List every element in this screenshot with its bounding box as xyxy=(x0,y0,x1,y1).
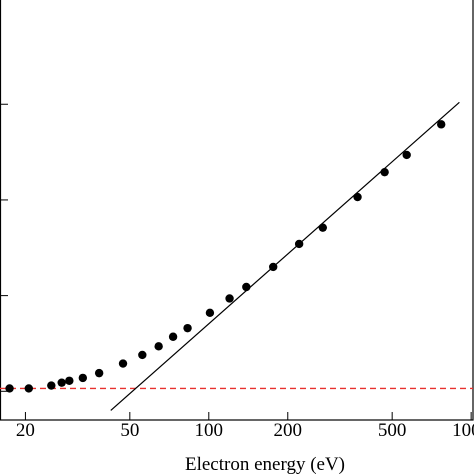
data-point xyxy=(154,342,163,351)
data-point xyxy=(118,359,128,368)
fit-line xyxy=(110,101,460,411)
x-tick-label: 200 xyxy=(274,420,303,441)
data-point xyxy=(225,294,234,303)
data-point xyxy=(57,378,66,387)
data-point xyxy=(94,368,104,378)
data-point xyxy=(24,384,33,393)
x-axis-label: Electron energy (eV) xyxy=(185,454,345,474)
data-point xyxy=(269,262,278,272)
data-point xyxy=(138,350,147,360)
data-point xyxy=(183,323,192,333)
x-tick-label: 500 xyxy=(378,420,407,441)
data-point xyxy=(5,384,14,393)
data-point xyxy=(65,376,74,385)
data-point xyxy=(437,120,446,129)
x-tick-label: 20 xyxy=(16,420,35,441)
data-point xyxy=(380,167,389,177)
data-point xyxy=(353,192,362,202)
x-tick-label: 100 xyxy=(195,420,224,441)
data-point xyxy=(78,373,88,383)
x-tick-label: 1000 xyxy=(452,420,474,441)
plot-frame xyxy=(0,0,474,421)
data-point xyxy=(402,150,411,160)
data-point xyxy=(205,308,215,318)
data-point xyxy=(47,381,56,390)
x-tick-label: 50 xyxy=(120,420,139,441)
data-point xyxy=(318,223,328,232)
data-point xyxy=(168,332,178,341)
data-point xyxy=(294,239,304,249)
data-point xyxy=(242,282,251,292)
